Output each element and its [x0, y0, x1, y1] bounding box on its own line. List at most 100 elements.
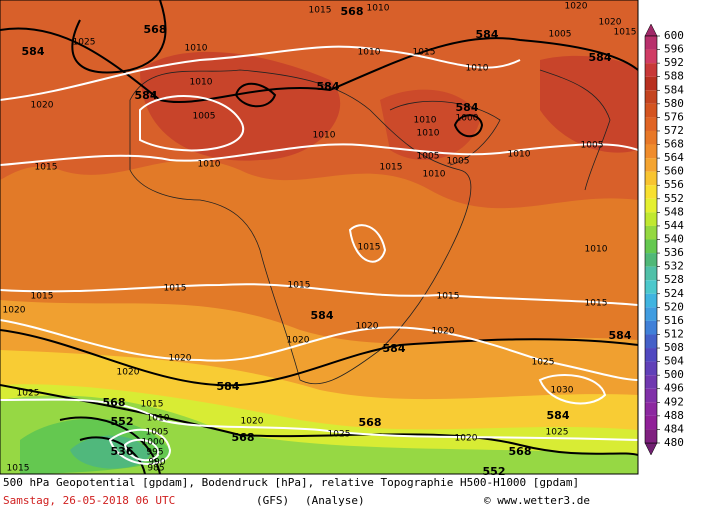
- colorbar-band: [645, 361, 657, 376]
- colorbar-tick-label: 600: [664, 29, 684, 42]
- contour-label: 1010: [190, 78, 213, 88]
- contour-label: 1025: [532, 358, 555, 368]
- colorbar-band: [645, 253, 657, 267]
- footer-credit: © www.wetter3.de: [484, 494, 590, 507]
- contour-label: 1010: [147, 414, 170, 424]
- contour-label: 1020: [241, 417, 264, 427]
- contour-label: 1005: [581, 141, 604, 151]
- contour-label: 1015: [437, 292, 460, 302]
- colorbar-tick-label: 568: [664, 138, 684, 151]
- colorbar-band: [645, 144, 657, 159]
- contour-label: 990: [148, 458, 165, 468]
- contour-label: 584: [135, 89, 158, 102]
- colorbar-top-arrow: [644, 23, 658, 37]
- pressure-isobar: [0, 283, 638, 306]
- colorbar-tick-label: 492: [664, 395, 684, 408]
- contour-label: 584: [311, 309, 334, 322]
- colorbar-tick-label: 588: [664, 70, 684, 83]
- colorbar-tick-label: 544: [664, 219, 684, 232]
- geopotential-contour: [0, 27, 638, 104]
- contour-label: 552: [483, 465, 506, 478]
- contour-label: 1010: [185, 44, 208, 54]
- colorbar-tick-label: 528: [664, 273, 684, 286]
- footer-date: Samstag, 26-05-2018 06 UTC: [3, 494, 175, 507]
- colorbar-tick-label: 556: [664, 178, 684, 191]
- colorbar-band: [645, 375, 657, 389]
- colorbar-tick-label: 592: [664, 56, 684, 69]
- contour-label: 1020: [117, 368, 140, 378]
- contour-label: 1025: [546, 428, 569, 438]
- colorbar-tick-label: 548: [664, 205, 684, 218]
- colorbar: 6005965925885845805765725685645605565525…: [644, 23, 684, 456]
- contour-label: 1010: [367, 4, 390, 14]
- colorbar-band: [645, 348, 657, 362]
- contour-label: 1015: [585, 299, 608, 309]
- colorbar-band: [645, 185, 657, 199]
- coastline: [389, 100, 501, 166]
- colorbar-tick-label: 576: [664, 110, 684, 123]
- contour-label: 1005: [193, 112, 216, 122]
- colorbar-tick-label: 516: [664, 314, 684, 327]
- pressure-isobar: [0, 398, 638, 441]
- contour-label: 1015: [358, 243, 381, 253]
- contour-label: 1005: [417, 152, 440, 162]
- contour-label: 1025: [17, 389, 40, 399]
- footer-model: (GFS): [256, 494, 289, 507]
- contour-label: 536: [111, 445, 134, 458]
- pressure-isobar: [0, 45, 521, 101]
- contour-labels: 1015 568 1010 1020 1020 1025 568 584 1010 1010 101…: [3, 2, 637, 479]
- contour-label: 584: [609, 329, 632, 342]
- contour-label: 1020: [432, 327, 455, 337]
- colorbar-tick-label: 572: [664, 124, 684, 137]
- map-area: [0, 0, 638, 474]
- colorbar-band: [645, 429, 657, 443]
- colorbar-band: [645, 225, 657, 240]
- colorbar-band: [645, 293, 657, 308]
- pressure-isobar: [0, 143, 638, 166]
- colorbar-tick-label: 512: [664, 327, 684, 340]
- colorbar-band: [645, 415, 657, 430]
- contour-label: 568: [359, 416, 382, 429]
- contour-label: 1015: [309, 6, 332, 16]
- contour-label: 584: [383, 342, 406, 355]
- coastline: [539, 69, 611, 191]
- colorbar-band: [645, 76, 657, 91]
- contour-label: 1015: [288, 281, 311, 291]
- contour-label: 1025: [73, 38, 96, 48]
- pressure-isobar: [0, 319, 638, 381]
- colorbar-band: [645, 90, 657, 104]
- contour-label: 1005: [447, 157, 470, 167]
- colorbar-tick-label: 484: [664, 422, 684, 435]
- pressure-isobar: [348, 224, 387, 263]
- contour-label: 1020: [31, 101, 54, 111]
- colorbar-band: [645, 212, 657, 226]
- contour-label: 584: [456, 101, 479, 114]
- map-frame: [0, 0, 639, 475]
- geopotential-contour: [59, 416, 161, 474]
- contour-label: 584: [317, 80, 340, 93]
- geopotential-contour: [0, 329, 638, 387]
- contour-label: 584: [476, 28, 499, 41]
- colorbar-band: [645, 63, 657, 77]
- colorbar-tick-label: 496: [664, 382, 684, 395]
- contour-label: 584: [217, 380, 240, 393]
- geopotential-contour: [453, 114, 484, 138]
- contour-label: 1020: [599, 18, 622, 28]
- contour-label: 1010: [508, 150, 531, 160]
- contour-label: 1010: [423, 170, 446, 180]
- geopotential-contour: [71, 0, 167, 74]
- colorbar-tick-label: 488: [664, 409, 684, 422]
- contour-label: 1010: [313, 131, 336, 141]
- contour-label: 552: [111, 415, 134, 428]
- contour-label: 1010: [466, 64, 489, 74]
- contour-label: 584: [589, 51, 612, 64]
- colorbar-tick-label: 552: [664, 192, 684, 205]
- colorbar-tick-label: 520: [664, 300, 684, 313]
- colorbar-band: [645, 130, 657, 145]
- colorbar-tick-label: 584: [664, 83, 684, 96]
- contour-label: 1000: [456, 114, 479, 124]
- colorbar-band: [645, 171, 657, 186]
- contour-label: 568: [103, 396, 126, 409]
- warm-core: [140, 51, 341, 161]
- geopotential-contour: [234, 82, 277, 108]
